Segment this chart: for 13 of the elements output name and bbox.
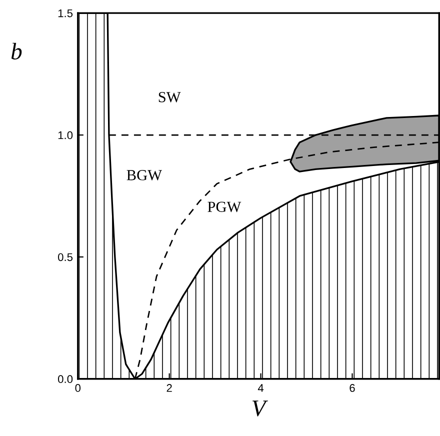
annotation: SW	[158, 92, 181, 102]
y-tick-label: 1.5	[58, 9, 73, 18]
y-tick-label: 0.0	[58, 375, 73, 384]
annotation: BGW	[126, 170, 162, 180]
x-tick-label: 6	[350, 384, 355, 392]
y-tick-label: 0.5	[58, 253, 73, 262]
y-axis-title: b	[11, 42, 22, 60]
x-tick-label: 2	[166, 384, 172, 392]
y-tick-label: 1.0	[58, 131, 73, 140]
x-tick-label: 4	[258, 384, 264, 392]
annotation: PGW	[208, 202, 242, 212]
x-tick-label: 0	[75, 384, 81, 392]
x-axis-title: V	[252, 400, 268, 416]
